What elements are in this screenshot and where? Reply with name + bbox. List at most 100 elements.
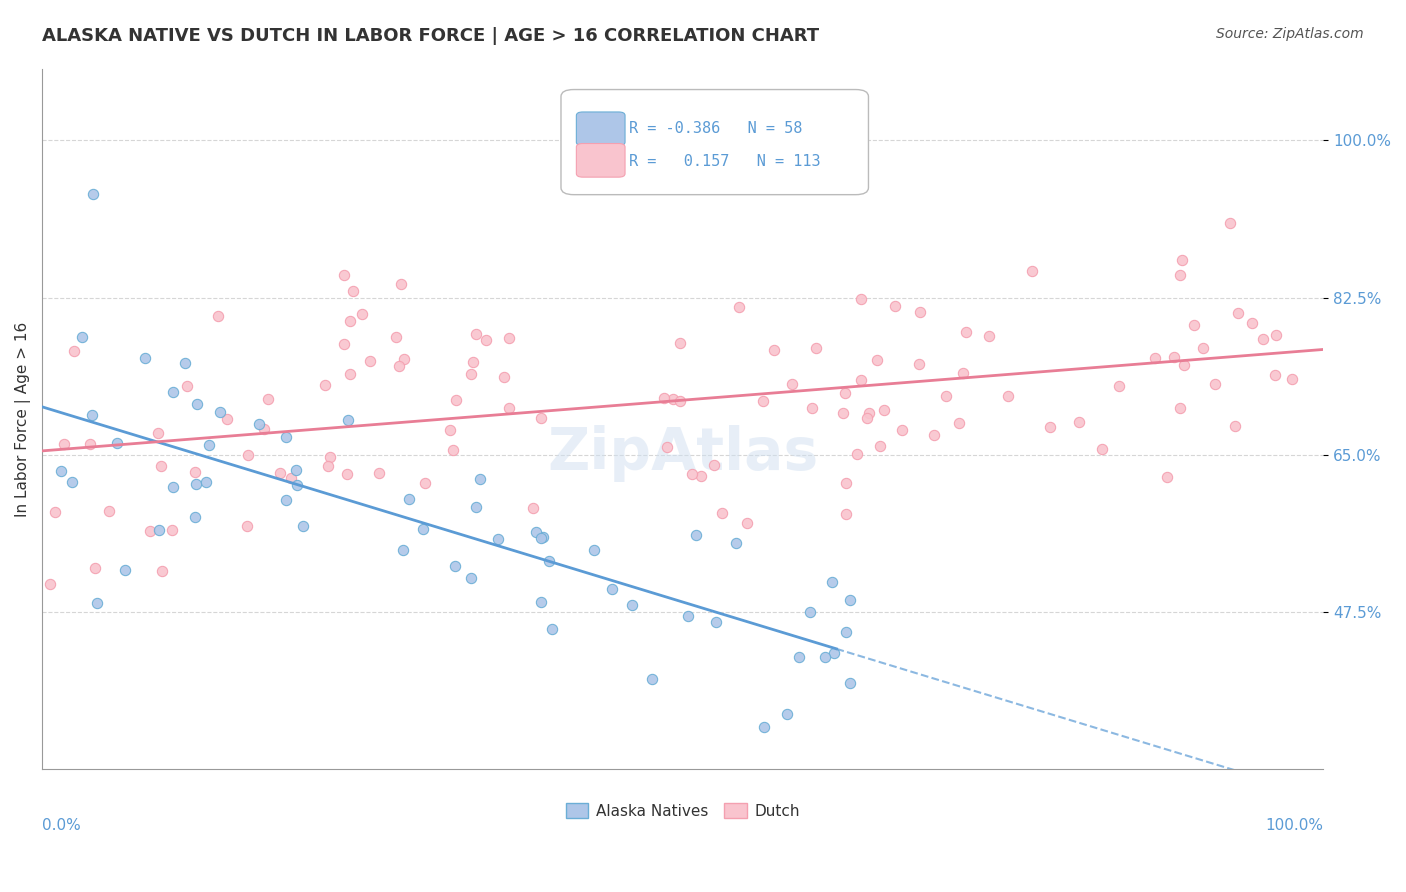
Point bbox=[1108, 379, 1130, 393]
Point bbox=[669, 393, 692, 408]
Point bbox=[669, 335, 692, 350]
Point bbox=[997, 389, 1019, 403]
Point bbox=[208, 405, 231, 419]
Point bbox=[105, 436, 128, 450]
Point bbox=[685, 527, 707, 541]
Point bbox=[461, 355, 484, 369]
Point bbox=[49, 464, 72, 478]
Point bbox=[413, 476, 436, 491]
Text: R =   0.157   N = 113: R = 0.157 N = 113 bbox=[628, 153, 821, 169]
Y-axis label: In Labor Force | Age > 16: In Labor Force | Age > 16 bbox=[15, 321, 31, 516]
Point bbox=[704, 615, 727, 629]
Point bbox=[676, 609, 699, 624]
Point bbox=[253, 422, 276, 436]
Point bbox=[1281, 371, 1303, 385]
Text: R = -0.386   N = 58: R = -0.386 N = 58 bbox=[628, 121, 803, 136]
Point bbox=[389, 277, 412, 292]
Point bbox=[789, 649, 811, 664]
Point bbox=[388, 359, 411, 374]
Point bbox=[835, 625, 858, 640]
Point bbox=[38, 577, 60, 591]
Point bbox=[776, 707, 799, 722]
Point bbox=[1264, 368, 1286, 382]
Point bbox=[935, 389, 957, 403]
Point bbox=[86, 596, 108, 610]
Point bbox=[849, 293, 872, 307]
Point bbox=[541, 622, 564, 636]
Text: ZipAtlas: ZipAtlas bbox=[547, 425, 818, 483]
Point bbox=[1163, 351, 1185, 365]
Point bbox=[529, 531, 551, 545]
Point bbox=[337, 412, 360, 426]
Point bbox=[832, 406, 855, 420]
Point bbox=[530, 595, 553, 609]
Point bbox=[82, 187, 104, 202]
Point bbox=[236, 519, 259, 533]
Point bbox=[908, 357, 931, 371]
FancyBboxPatch shape bbox=[576, 112, 626, 145]
Point bbox=[524, 525, 547, 540]
Point bbox=[53, 436, 76, 450]
Legend: Alaska Natives, Dutch: Alaska Natives, Dutch bbox=[560, 797, 806, 825]
Point bbox=[176, 379, 198, 393]
Point bbox=[256, 392, 278, 406]
Point bbox=[537, 554, 560, 568]
Point bbox=[150, 565, 173, 579]
Point bbox=[160, 524, 183, 538]
Point bbox=[60, 475, 83, 490]
Point bbox=[1265, 327, 1288, 342]
Point bbox=[908, 305, 931, 319]
Point bbox=[641, 672, 664, 686]
Point bbox=[174, 356, 197, 370]
Point bbox=[198, 438, 221, 452]
Point bbox=[1182, 318, 1205, 332]
Point bbox=[215, 412, 238, 426]
Point bbox=[530, 410, 553, 425]
Point bbox=[333, 268, 356, 283]
Point bbox=[948, 416, 970, 430]
Point bbox=[1251, 333, 1274, 347]
Point bbox=[884, 299, 907, 313]
Point bbox=[352, 307, 374, 321]
Point bbox=[139, 524, 162, 538]
Point bbox=[1191, 341, 1213, 355]
Point bbox=[368, 466, 391, 480]
Point bbox=[460, 571, 482, 585]
Point bbox=[291, 519, 314, 533]
Point bbox=[689, 468, 711, 483]
Point bbox=[274, 492, 297, 507]
Point bbox=[869, 439, 891, 453]
Point bbox=[468, 472, 491, 486]
FancyBboxPatch shape bbox=[561, 89, 869, 194]
Point bbox=[873, 403, 896, 417]
Point bbox=[339, 314, 361, 328]
Point bbox=[955, 325, 977, 339]
Point bbox=[385, 330, 408, 344]
Point bbox=[724, 536, 747, 550]
Point bbox=[763, 343, 786, 357]
Point bbox=[464, 500, 486, 514]
Text: ALASKA NATIVE VS DUTCH IN LABOR FORCE | AGE > 16 CORRELATION CHART: ALASKA NATIVE VS DUTCH IN LABOR FORCE | … bbox=[42, 27, 820, 45]
Point bbox=[398, 491, 420, 506]
Point bbox=[681, 467, 703, 481]
Point bbox=[1227, 306, 1250, 320]
Point bbox=[342, 284, 364, 298]
Point bbox=[1171, 253, 1194, 268]
Point bbox=[1168, 401, 1191, 415]
Point bbox=[285, 463, 308, 477]
FancyBboxPatch shape bbox=[576, 144, 626, 178]
Point bbox=[238, 448, 260, 462]
Text: 100.0%: 100.0% bbox=[1265, 818, 1323, 833]
Point bbox=[162, 480, 184, 494]
Point bbox=[63, 343, 86, 358]
Point bbox=[583, 542, 606, 557]
Point bbox=[1241, 317, 1264, 331]
Point bbox=[1021, 263, 1043, 277]
Point bbox=[498, 401, 520, 416]
Point bbox=[752, 720, 775, 734]
Point bbox=[804, 341, 827, 355]
Point bbox=[391, 542, 413, 557]
Point bbox=[336, 467, 359, 481]
Point bbox=[780, 377, 803, 392]
Point bbox=[657, 440, 679, 454]
